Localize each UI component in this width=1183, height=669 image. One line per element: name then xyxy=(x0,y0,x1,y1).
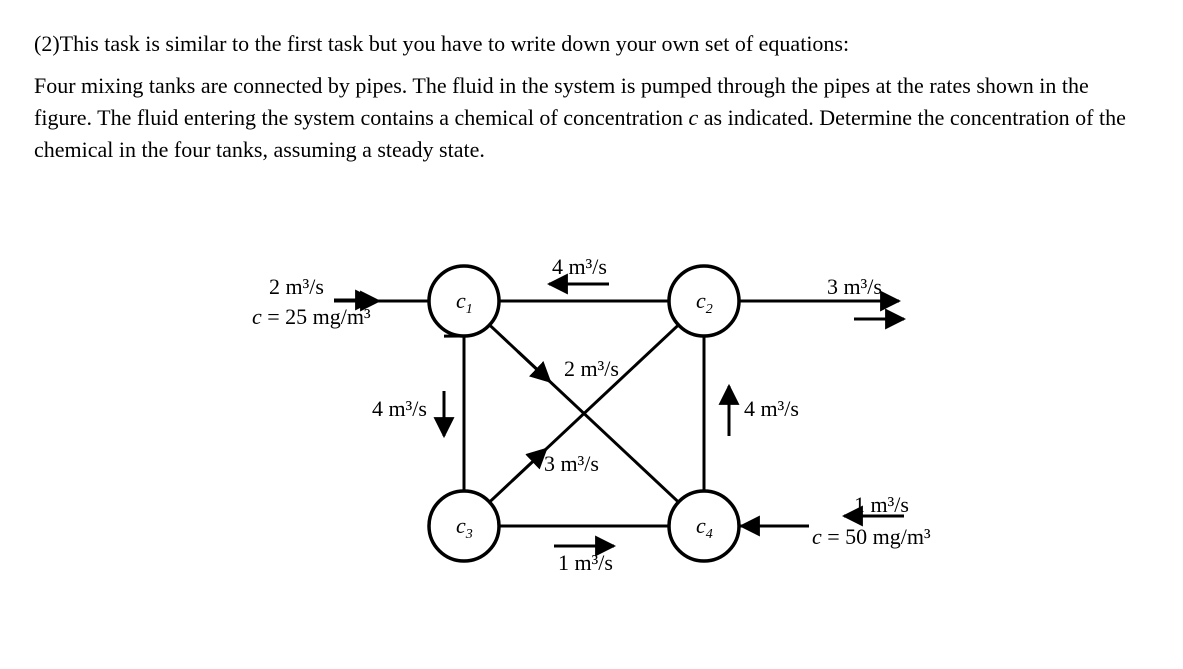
label-inflow-right-conc: c = 50 mg/m³ xyxy=(812,524,931,550)
problem-line-1: (2)This task is similar to the first tas… xyxy=(34,28,1149,60)
label-inflow-right-rate: 1 m³/s xyxy=(854,492,909,518)
inflow-right-eq: = 50 mg/m³ xyxy=(822,524,931,549)
inflow-left-eq: = 25 mg/m³ xyxy=(262,304,371,329)
inflow-left-c: c xyxy=(252,304,262,329)
diagram-svg: c1 c2 c3 c4 xyxy=(34,226,1149,606)
inflow-right-c: c xyxy=(812,524,822,549)
mixing-tank-diagram: c1 c2 c3 c4 2 m³/s c = 25 mg/m³ 4 m³/s 3 m³… xyxy=(34,226,1149,606)
arrow-c1-to-c4 xyxy=(518,351,550,381)
tank-c3: c3 xyxy=(429,491,499,561)
label-right-vert: 4 m³/s xyxy=(744,396,799,422)
label-inflow-left-conc: c = 25 mg/m³ xyxy=(252,304,371,330)
label-diag-nw-se: 2 m³/s xyxy=(564,356,619,382)
label-out-right: 3 m³/s xyxy=(827,274,882,300)
problem-number: (2) xyxy=(34,31,60,56)
label-diag-sw-ne: 3 m³/s xyxy=(544,451,599,477)
label-bottom-mid: 1 m³/s xyxy=(558,550,613,576)
problem-line-1-text: This task is similar to the first task b… xyxy=(60,31,849,56)
problem-para-2: Four mixing tanks are connected by pipes… xyxy=(34,70,1149,166)
label-left-vert: 4 m³/s xyxy=(372,396,427,422)
tank-c4: c4 xyxy=(669,491,739,561)
tank-c2: c2 xyxy=(669,266,739,336)
label-inflow-left-rate: 2 m³/s xyxy=(269,274,324,300)
problem-para-2-c: c xyxy=(688,105,698,130)
label-top-mid: 4 m³/s xyxy=(552,254,607,280)
tank-c1: c1 xyxy=(429,266,499,336)
arrow-c3-to-c2 xyxy=(512,448,546,480)
